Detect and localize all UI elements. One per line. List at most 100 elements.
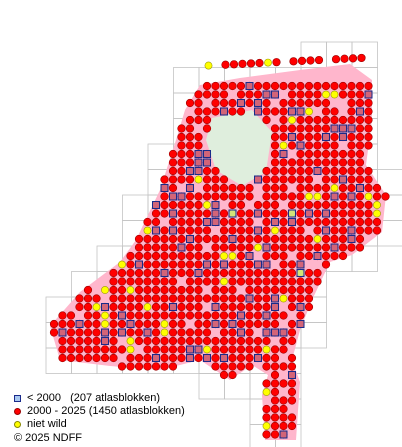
record-dot <box>211 311 220 320</box>
record-dot <box>202 209 212 218</box>
record-dot <box>279 362 288 371</box>
record-dot <box>262 277 271 286</box>
record-dot <box>287 336 297 346</box>
record-dot <box>313 277 322 286</box>
record-dot <box>126 277 135 286</box>
old-record-square <box>271 328 279 337</box>
old-record-square <box>101 303 109 311</box>
record-dot <box>355 200 365 210</box>
wild-absent-dot <box>203 345 211 354</box>
old-record-square <box>75 320 84 328</box>
wild-absent-dot <box>330 184 339 192</box>
record-dot <box>221 60 230 69</box>
record-dot <box>134 362 144 371</box>
record-dot <box>321 217 331 227</box>
record-dot <box>355 132 365 142</box>
record-dot <box>151 260 161 269</box>
record-dot <box>92 319 101 329</box>
old-record-square <box>330 243 339 252</box>
old-record-square <box>211 320 220 328</box>
record-dot <box>262 226 271 235</box>
record-dot <box>83 319 93 329</box>
grid-cell <box>122 194 149 221</box>
record-dot <box>202 277 212 286</box>
record-dot <box>134 319 144 329</box>
record-dot <box>364 141 373 150</box>
record-dot <box>270 107 280 116</box>
record-dot <box>262 98 271 108</box>
record-dot <box>296 115 305 125</box>
record-dot <box>245 226 254 235</box>
grid-cell <box>173 67 200 94</box>
record-dot <box>185 192 195 201</box>
record-dot <box>168 277 178 286</box>
record-dot <box>296 226 305 235</box>
record-dot <box>194 260 203 269</box>
old-record-square <box>220 260 228 269</box>
record-dot <box>236 345 246 354</box>
record-dot <box>313 217 322 227</box>
record-dot <box>331 55 341 64</box>
record-dot <box>177 302 186 312</box>
record-dot <box>246 59 256 68</box>
record-dot <box>296 217 305 227</box>
record-dot <box>321 124 331 133</box>
record-dot <box>185 175 195 184</box>
record-dot <box>160 311 169 320</box>
record-dot <box>279 81 288 91</box>
record-dot <box>160 345 169 354</box>
record-dot <box>177 200 186 210</box>
record-dot <box>49 319 59 329</box>
grid-cell <box>300 322 327 349</box>
old-record-square <box>194 167 203 175</box>
record-dot <box>279 421 288 431</box>
old-record-square <box>271 218 279 226</box>
record-dot <box>126 311 135 320</box>
record-dot <box>168 166 178 176</box>
wild-absent-dot <box>279 141 288 150</box>
record-dot <box>109 353 118 363</box>
record-dot <box>228 345 237 354</box>
record-dot <box>262 183 271 193</box>
record-dot <box>168 234 178 244</box>
record-dot <box>270 277 280 286</box>
old-record-square <box>254 260 262 269</box>
record-dot <box>219 90 229 99</box>
old-record-square <box>322 209 330 218</box>
record-dot <box>151 362 161 371</box>
record-dot <box>245 234 254 244</box>
record-dot <box>347 243 356 252</box>
record-dot <box>211 277 220 286</box>
record-dot <box>202 183 212 193</box>
record-dot <box>58 345 67 354</box>
record-dot <box>270 192 280 201</box>
record-dot <box>364 81 373 91</box>
record-dot <box>287 268 297 278</box>
record-dot <box>219 370 229 380</box>
record-dot <box>355 98 365 108</box>
record-dot <box>219 336 229 346</box>
record-dot <box>245 217 254 227</box>
record-dot <box>228 336 237 346</box>
record-dot <box>296 311 305 320</box>
record-dot <box>245 336 254 346</box>
record-dot <box>134 294 144 303</box>
record-dot <box>194 115 203 125</box>
record-dot <box>236 90 246 99</box>
record-dot <box>245 98 254 108</box>
record-dot <box>279 209 288 218</box>
record-dot <box>287 396 297 405</box>
record-dot <box>211 294 220 303</box>
record-dot <box>211 166 220 176</box>
record-dot <box>168 260 178 269</box>
old-record-square <box>322 133 330 141</box>
record-dot <box>262 285 271 295</box>
record-dot <box>372 217 382 227</box>
record-dot <box>134 353 144 363</box>
record-dot <box>279 404 288 414</box>
record-dot <box>134 336 144 346</box>
record-dot <box>194 90 203 99</box>
record-dot <box>185 141 195 150</box>
wild-absent-dot <box>330 90 339 99</box>
